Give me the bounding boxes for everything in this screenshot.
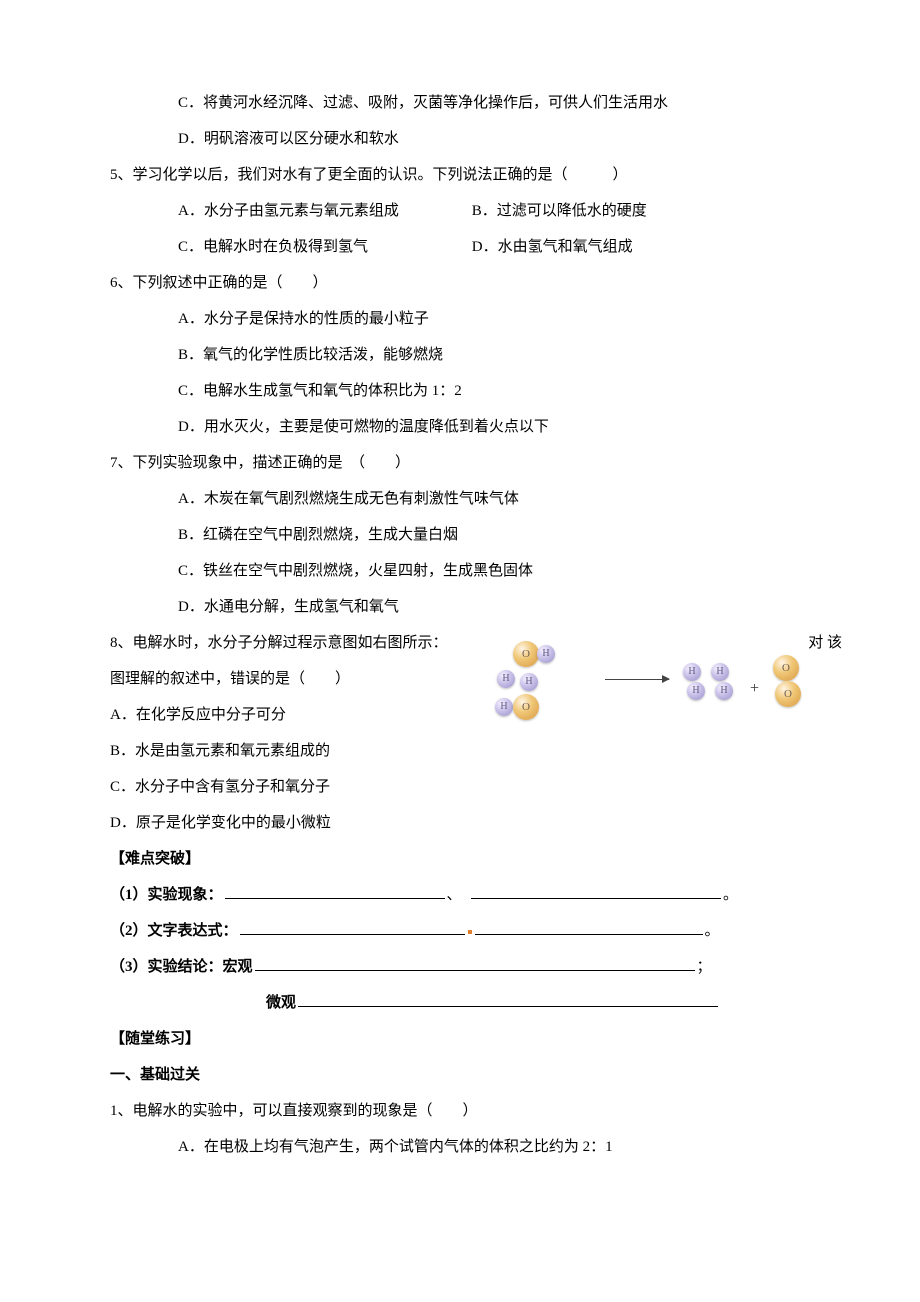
q7-option-a: A．木炭在氧气剧烈燃烧生成无色有刺激性气味气体 (110, 481, 810, 517)
q5-row1: A．水分子由氢元素与氧元素组成 B．过滤可以降低水的硬度 (110, 193, 810, 229)
difficulty-row4: 微观 (110, 985, 810, 1021)
difficulty-row4-label: 微观 (266, 995, 296, 1011)
oxygen-atom-icon: O (513, 641, 539, 667)
q6-option-a: A．水分子是保持水的性质的最小粒子 (110, 301, 810, 337)
q8-option-b: B．水是由氢元素和氧元素组成的 (110, 733, 810, 769)
practice-q1-option-a: A．在电极上均有气泡产生，两个试管内气体的体积之比约为 2：1 (110, 1129, 810, 1165)
arrow-icon (605, 679, 669, 680)
hydrogen-atom-icon: H (497, 670, 515, 688)
hydrogen-atom-icon: H (687, 682, 705, 700)
plus-icon: + (750, 670, 759, 708)
q5-option-b: B．过滤可以降低水的硬度 (472, 193, 647, 229)
difficulty-row2: （2）文字表达式： 。 (110, 913, 810, 949)
q7-option-c: C．铁丝在空气中剧烈燃烧，火星四射，生成黑色固体 (110, 553, 810, 589)
q8-stem-a: 8、电解水时，水分子分解过程示意图如右图所示： (110, 635, 448, 651)
hydrogen-atom-icon: H (537, 645, 555, 663)
blank-expr-2 (475, 918, 703, 936)
q5-row2: C．电解水时在负极得到氢气 D．水由氢气和氧气组成 (110, 229, 810, 265)
q8-option-d: D．原子是化学变化中的最小微粒 (110, 805, 810, 841)
page: C．将黄河水经沉降、过滤、吸附，灭菌等净化操作后，可供人们生活用水 D．明矾溶液… (0, 0, 920, 1302)
oxygen-atom-icon: O (775, 681, 801, 707)
q4-option-d: D．明矾溶液可以区分硬水和软水 (110, 121, 810, 157)
blank-micro (298, 990, 718, 1008)
oxygen-atom-icon: O (513, 694, 539, 720)
difficulty-row1: （1）实验现象： 、 。 (110, 877, 810, 913)
q5-option-d: D．水由氢气和氧气组成 (472, 229, 633, 265)
oxygen-atom-icon: O (773, 655, 799, 681)
hydrogen-atom-icon: H (495, 698, 513, 716)
difficulty-title: 【难点突破】 (110, 841, 810, 877)
q8-option-c: C．水分子中含有氢分子和氧分子 (110, 769, 810, 805)
q4-option-c: C．将黄河水经沉降、过滤、吸附，灭菌等净化操作后，可供人们生活用水 (110, 85, 810, 121)
hydrogen-atom-icon: H (715, 682, 733, 700)
q5-option-a: A．水分子由氢元素与氧元素组成 (178, 193, 468, 229)
difficulty-row1-label: （1）实验现象： (110, 887, 223, 903)
difficulty-row3-end: ； (697, 959, 712, 975)
q6-option-b: B．氧气的化学性质比较活泼，能够燃烧 (110, 337, 810, 373)
q7-option-d: D．水通电分解，生成氢气和氧气 (110, 589, 810, 625)
q7-stem: 7、下列实验现象中，描述正确的是 （ ） (110, 445, 810, 481)
blank-expr-1 (240, 918, 465, 936)
q6-stem: 6、下列叙述中正确的是（ ） (110, 265, 810, 301)
q5-option-c: C．电解水时在负极得到氢气 (178, 229, 468, 265)
blank-macro (255, 954, 695, 972)
q7-option-b: B．红磷在空气中剧烈燃烧，生成大量白烟 (110, 517, 810, 553)
difficulty-row1-sep: 、 (447, 887, 462, 903)
practice-section: 一、基础过关 (110, 1057, 810, 1093)
blank-phenomenon-2 (471, 882, 721, 900)
difficulty-row2-end: 。 (705, 923, 720, 939)
difficulty-row3-label: （3）实验结论：宏观 (110, 959, 253, 975)
dot-icon (468, 930, 472, 934)
difficulty-row3: （3）实验结论：宏观 ； (110, 949, 810, 985)
q6-option-d: D．用水灭火，主要是使可燃物的温度降低到着火点以下 (110, 409, 810, 445)
q6-option-c: C．电解水生成氢气和氧气的体积比为 1：2 (110, 373, 810, 409)
hydrogen-atom-icon: H (520, 673, 538, 691)
practice-q1-stem: 1、电解水的实验中，可以直接观察到的现象是（ ） (110, 1093, 810, 1129)
electrolysis-diagram: + OHHHHOHHHHOO (495, 641, 815, 726)
difficulty-row2-label: （2）文字表达式： (110, 923, 238, 939)
difficulty-row1-end: 。 (723, 887, 738, 903)
q5-stem: 5、学习化学以后，我们对水有了更全面的认识。下列说法正确的是（ ） (110, 157, 810, 193)
blank-phenomenon-1 (225, 882, 445, 900)
practice-title: 【随堂练习】 (110, 1021, 810, 1057)
